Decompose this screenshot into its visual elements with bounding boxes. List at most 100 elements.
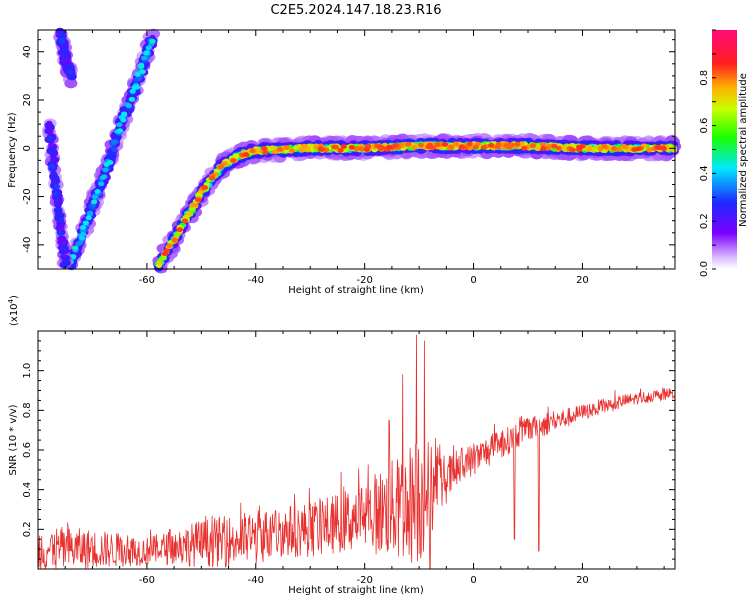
- spectrogram-cell: [348, 145, 355, 150]
- spectrogram-cell: [160, 255, 167, 261]
- spectrogram-cell: [94, 189, 101, 194]
- spectrogram-cell: [101, 174, 108, 180]
- spectrogram-cell: [120, 111, 128, 117]
- spectrogram-cell: [426, 142, 434, 148]
- spectrogram-cell: [56, 29, 63, 35]
- x-tick-label: -40: [248, 575, 264, 586]
- spectrogram-cell: [161, 251, 168, 257]
- spectrogram-cell: [60, 244, 67, 249]
- y-tick-label: 20: [22, 94, 33, 107]
- spectrogram-cell: [149, 38, 156, 44]
- spectrogram-cell: [102, 167, 109, 173]
- spectrogram-cell: [78, 235, 86, 241]
- spectrogram-cell: [615, 146, 622, 152]
- spectrogram-cell: [57, 217, 65, 223]
- spectrogram-cell: [529, 143, 537, 149]
- spectrogram-cell: [495, 142, 502, 147]
- spectrogram-cell: [64, 78, 78, 89]
- spectrogram-panel: -60 -40 -20 0 20 -40 -20 0 20 40 Height of straig…: [7, 27, 682, 296]
- figure-title: C2E5.2024.147.18.23.R16: [270, 3, 441, 18]
- spectrogram-cell: [386, 144, 393, 150]
- spectrogram-cell: [610, 146, 618, 151]
- spectrogram-cell: [110, 139, 118, 145]
- spectrogram-cell: [411, 145, 418, 150]
- spectrogram-cell: [317, 146, 324, 152]
- spectrogram-cell: [480, 145, 487, 150]
- x-tick-label: 20: [576, 575, 589, 586]
- spectrogram-cell: [134, 72, 141, 77]
- spectrogram-cell: [80, 231, 87, 237]
- spectrogram-xlabel: Height of straight line (km): [288, 285, 424, 296]
- spectrogram-cell: [91, 199, 98, 205]
- spectrogram-cell: [59, 33, 66, 39]
- spectrogram-cell: [218, 164, 225, 169]
- spectrogram-cell: [46, 135, 54, 141]
- colorbar-tick-label: 0.8: [699, 70, 710, 86]
- spectrogram-cell: [487, 142, 495, 148]
- spectrogram-cell: [521, 145, 528, 151]
- spectrogram-cell: [57, 223, 64, 229]
- spectrogram-cell: [143, 50, 150, 56]
- spectrogram-cell: [503, 142, 511, 148]
- spectrogram-cell: [48, 142, 55, 148]
- spectrogram-cell: [129, 88, 136, 94]
- spectrogram-cell: [53, 184, 61, 190]
- spectrogram-cell: [660, 146, 667, 152]
- spectrogram-cell: [601, 143, 608, 149]
- spectrogram-cell: [47, 128, 54, 134]
- y-tick-label: 0.4: [22, 482, 33, 498]
- spectrogram-cell: [54, 202, 61, 208]
- spectrogram-cell: [91, 194, 98, 200]
- spectrogram-cell: [569, 147, 576, 153]
- spectrogram-cell: [51, 158, 58, 164]
- spectrogram-cell: [60, 254, 67, 260]
- spectrogram-cell: [134, 76, 141, 82]
- spectrogram-cell: [448, 144, 455, 150]
- snr-multiplier-base: (x10: [9, 303, 20, 326]
- spectrogram-cell: [646, 147, 653, 152]
- spectrogram-cell: [195, 197, 202, 203]
- spectrogram-cell: [353, 146, 360, 152]
- spectrogram-cell: [166, 243, 173, 249]
- y-tick-label: 0.6: [22, 442, 33, 458]
- spectrogram-cell: [434, 142, 441, 148]
- spectrogram-cell: [551, 143, 558, 149]
- colorbar-tick-label: 0.4: [699, 165, 710, 181]
- spectrogram-cell: [50, 152, 57, 158]
- spectrogram-cell: [107, 151, 114, 157]
- spectrogram-cell: [249, 148, 256, 154]
- spectrogram-cell: [308, 143, 315, 149]
- spectrogram-cell: [332, 144, 339, 150]
- spectrogram-cell: [272, 149, 279, 155]
- spectrogram-cell: [65, 64, 73, 70]
- spectrogram-cell: [67, 74, 74, 80]
- x-tick-label: -20: [356, 575, 372, 586]
- spectrogram-cell: [301, 143, 308, 149]
- spectrogram-frame: [37, 29, 676, 270]
- snr-multiplier: (x104): [7, 295, 20, 326]
- spectrogram-cell: [61, 260, 68, 266]
- x-tick-label: -40: [248, 275, 264, 286]
- spectrogram-cell: [139, 69, 146, 75]
- snr-multiplier-close: ): [9, 295, 20, 299]
- colorbar-label: Normalized spectral amplitude: [738, 73, 749, 227]
- spectrogram-cell: [540, 146, 547, 151]
- colorbar-tick-label: 0.6: [699, 118, 710, 134]
- y-tick-label: 0.8: [22, 402, 33, 418]
- snr-ticks: -60 -40 -20 0 20 0.2 0.4 0.6 0.8 1.0: [22, 330, 675, 586]
- snr-ylabel: SNR (10 * v/v): [8, 404, 19, 475]
- spectrogram-cell: [288, 148, 295, 154]
- y-tick-label: 1.0: [22, 363, 33, 379]
- spectrogram-cell: [298, 147, 305, 153]
- spectrogram-cell: [417, 142, 425, 148]
- x-tick-label: 0: [470, 575, 476, 586]
- spectrogram-cell: [72, 245, 79, 251]
- x-tick-label: -20: [356, 275, 372, 286]
- spectrogram-cell: [116, 122, 123, 128]
- spectrogram-cell: [304, 146, 311, 152]
- colorbar: 0.0 0.2 0.4 0.6 0.8 Normalized spectral ampl…: [699, 29, 749, 277]
- spectrogram-cell: [79, 225, 87, 230]
- spectrogram-ylabel: Frequency (Hz): [7, 112, 18, 188]
- spectrogram-cell: [67, 69, 74, 75]
